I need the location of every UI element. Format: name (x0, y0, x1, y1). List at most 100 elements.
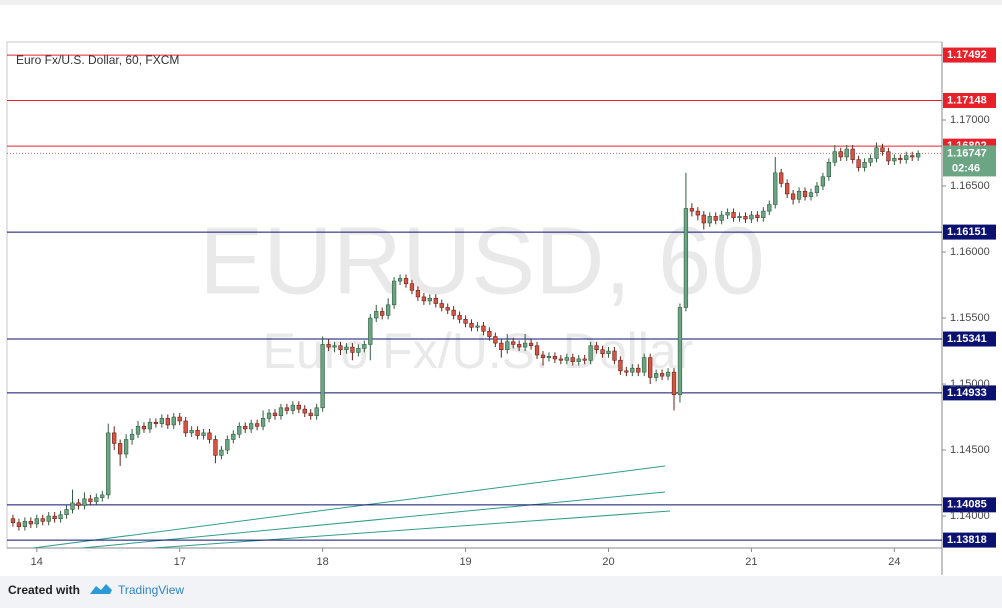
axes: 1.17000 1.16500 1.16000 1.15500 1.15000 1.145… (31, 114, 990, 568)
candle (761, 207, 766, 222)
candle-body (808, 192, 814, 197)
top-bar (0, 0, 1002, 5)
footer-bar (0, 576, 1002, 608)
candle-body (868, 158, 873, 163)
candle-body (576, 358, 581, 362)
candle (195, 426, 200, 440)
candle (409, 279, 415, 295)
candle (231, 430, 236, 444)
candle-body (463, 319, 468, 324)
candle-body (118, 443, 123, 455)
candle-body (141, 425, 147, 430)
level-label: 1.13818 (947, 534, 987, 546)
candle-body (648, 357, 653, 378)
candle-body (606, 350, 611, 354)
candle (183, 417, 188, 437)
candle-body (844, 148, 849, 158)
candle-body (749, 214, 754, 220)
candle-body (189, 429, 194, 434)
candle (189, 426, 194, 437)
trend-lines (29, 465, 671, 548)
level-label-box (943, 497, 996, 513)
y-tick-label: 1.14500 (950, 444, 990, 456)
candle (159, 414, 164, 428)
candle-body (630, 367, 635, 373)
candle-body (540, 354, 546, 358)
candle (386, 298, 391, 320)
candle (249, 419, 254, 433)
candle-body (135, 425, 141, 435)
candle (290, 401, 296, 415)
candle-body (773, 172, 778, 205)
candle (219, 446, 224, 460)
candle-body (171, 416, 176, 426)
candle (171, 413, 176, 429)
candle-body (683, 208, 689, 308)
candle-body (386, 304, 391, 316)
candle-body (16, 522, 22, 527)
candle (850, 145, 855, 164)
candle (207, 428, 212, 444)
candle-body (451, 309, 456, 316)
candle (433, 294, 438, 308)
candle (653, 369, 659, 382)
candle (790, 189, 796, 205)
candle (725, 208, 730, 220)
x-tick-label: 21 (745, 556, 757, 568)
level-label-box (943, 224, 996, 240)
candle (46, 512, 51, 526)
candle-body (356, 348, 361, 353)
candle (671, 368, 677, 411)
candle (874, 142, 879, 163)
candle (564, 353, 569, 365)
candle (511, 337, 516, 349)
candle-body (874, 147, 879, 159)
x-tick-label: 24 (888, 556, 900, 568)
candle-body (487, 330, 492, 337)
candle-body (397, 278, 403, 282)
candle (540, 351, 546, 366)
candle-body (421, 296, 427, 302)
candle (707, 212, 712, 227)
candle (487, 327, 492, 341)
candle-body (46, 515, 51, 522)
candle (177, 413, 182, 425)
candle (106, 423, 111, 499)
level-label: 1.16151 (947, 226, 987, 238)
y-tick-label: 1.16500 (950, 180, 990, 192)
candle-body (129, 433, 135, 440)
candle (844, 145, 849, 161)
candle (10, 514, 16, 527)
candle-body (165, 418, 170, 426)
candle (82, 492, 87, 510)
candle (16, 518, 22, 531)
candle-body (100, 494, 105, 498)
candle-body (558, 358, 563, 361)
candle-body (582, 358, 587, 361)
candle (808, 188, 814, 201)
candle-body (374, 311, 379, 319)
candle-body (201, 432, 206, 436)
candle-body (659, 373, 665, 377)
level-label-box (943, 331, 996, 347)
candle-body (82, 498, 87, 506)
candle (451, 306, 456, 320)
candle-body (22, 521, 28, 527)
candle-body (207, 432, 212, 440)
candle-body (76, 502, 81, 506)
candle (213, 435, 218, 464)
trend-line (29, 465, 666, 548)
candle (642, 353, 647, 377)
x-tick-label: 20 (602, 556, 614, 568)
candle (767, 200, 772, 216)
candle-body (481, 325, 486, 332)
candle (576, 354, 581, 366)
candle (427, 294, 432, 305)
candle (796, 187, 802, 204)
candle (868, 154, 873, 167)
candle (636, 364, 641, 377)
candle-body (534, 345, 540, 356)
last-price-label: 1.16747 (947, 147, 987, 159)
candle (201, 428, 206, 440)
candle-body (785, 183, 790, 195)
